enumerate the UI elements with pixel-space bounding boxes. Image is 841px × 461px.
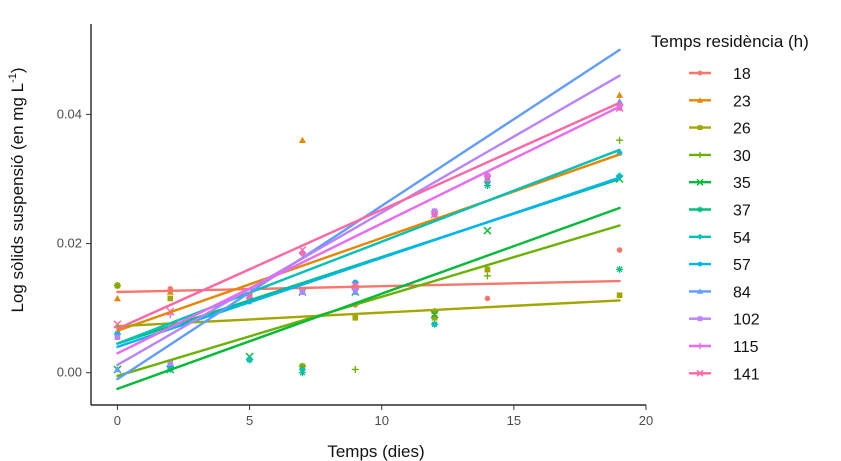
- legend-label: 18: [733, 66, 751, 83]
- data-point: [483, 272, 491, 280]
- fit-line-115: [116, 105, 621, 355]
- data-point: [246, 356, 254, 364]
- legend-label: 37: [733, 203, 751, 220]
- legend-label: 23: [733, 93, 751, 110]
- data-point: [298, 365, 306, 373]
- legend-label: 54: [733, 230, 751, 247]
- legend-label: 84: [733, 284, 751, 301]
- data-point: [351, 365, 359, 373]
- legend-marker: [697, 288, 703, 294]
- legend-label: 35: [733, 175, 751, 192]
- y-tick-label: 0.04: [57, 106, 82, 121]
- fit-line-57: [116, 176, 621, 349]
- data-point: [167, 295, 174, 302]
- fit-line-54: [116, 148, 621, 345]
- data-point: [431, 315, 438, 321]
- data-point: [298, 136, 306, 144]
- legend-label: 115: [733, 339, 759, 356]
- fit-line-30: [116, 224, 621, 378]
- data-point: [616, 247, 623, 253]
- legend-item-57: 57: [689, 257, 751, 274]
- x-tick-label: 20: [639, 413, 653, 428]
- fit-line-23: [116, 153, 621, 332]
- legend-item-141: 141: [689, 366, 760, 383]
- legend-item-18: 18: [689, 66, 751, 83]
- fit-lines: [116, 48, 621, 391]
- legend-label: 102: [733, 312, 760, 329]
- data-point: [616, 292, 623, 299]
- legend-label: 57: [733, 257, 751, 274]
- legend-item-84: 84: [689, 284, 751, 301]
- legend-marker: [697, 316, 703, 322]
- y-tick-label: 0.00: [57, 365, 82, 380]
- data-point: [167, 360, 174, 366]
- x-tick-label: 15: [507, 413, 521, 428]
- y-axis-ticks: 0.00 0.02 0.04: [57, 106, 91, 380]
- fit-line-35: [116, 206, 621, 391]
- y-axis-title: Log sòlids suspensió (en mg L-1): [7, 67, 27, 312]
- fit-line-141: [116, 101, 621, 330]
- data-point: [114, 334, 121, 340]
- data-point: [351, 288, 359, 295]
- fit-line-26: [116, 299, 621, 328]
- fit-line-102: [116, 74, 621, 367]
- data-point: [483, 174, 492, 183]
- legend-marker: [696, 178, 704, 186]
- x-tick-label: 10: [374, 413, 388, 428]
- legend-marker: [697, 125, 703, 130]
- x-axis-ticks: 0 5 10 15 20: [114, 405, 653, 428]
- data-point: [484, 266, 491, 273]
- data-point: [483, 226, 492, 235]
- data-point: [616, 136, 624, 144]
- data-point: [616, 265, 624, 273]
- y-axis-title-close: ): [8, 67, 27, 73]
- fit-line-18: [116, 279, 621, 294]
- legend-marker: [697, 261, 703, 267]
- y-axis-title-superscript: -1: [7, 73, 19, 83]
- data-point: [113, 365, 121, 373]
- legend-marker: [697, 97, 703, 103]
- legend-item-30: 30: [689, 148, 751, 165]
- legend-item-115: 115: [689, 339, 759, 356]
- legend-label: 141: [733, 366, 760, 383]
- legend-label: 30: [733, 148, 751, 165]
- data-point: [299, 289, 306, 295]
- legend-marker: [697, 151, 703, 158]
- x-tick-label: 5: [246, 413, 253, 428]
- legend-item-23: 23: [689, 93, 751, 110]
- data-point: [352, 315, 359, 321]
- legend: Temps residència (h) 1823263035375457841…: [651, 32, 809, 383]
- data-point: [484, 295, 491, 302]
- legend-item-54: 54: [689, 230, 751, 247]
- data-point: [616, 91, 624, 98]
- legend-marker: [697, 233, 703, 240]
- data-point: [430, 210, 439, 219]
- legend-label: 26: [733, 121, 751, 138]
- legend-title: Temps residència (h): [651, 32, 809, 51]
- legend-item-37: 37: [689, 203, 751, 220]
- legend-marker: [697, 206, 703, 213]
- legend-item-35: 35: [689, 175, 751, 192]
- legend-item-26: 26: [689, 121, 751, 138]
- legend-items: 18 23 26 30 35 37 54 57 84 102 115 141: [689, 66, 760, 383]
- data-point: [113, 282, 121, 290]
- x-tick-label: 0: [114, 413, 121, 428]
- data-point: [431, 320, 439, 328]
- data-point: [113, 294, 121, 302]
- data-point: [430, 310, 439, 319]
- legend-marker: [697, 70, 703, 76]
- legend-marker: [697, 343, 703, 349]
- y-tick-label: 0.02: [57, 236, 82, 251]
- legend-marker: [696, 369, 704, 377]
- legend-item-102: 102: [689, 312, 760, 329]
- x-axis-title: Temps (dies): [327, 442, 424, 461]
- y-axis-title-main: Log sòlids suspensió (en mg L: [8, 83, 27, 313]
